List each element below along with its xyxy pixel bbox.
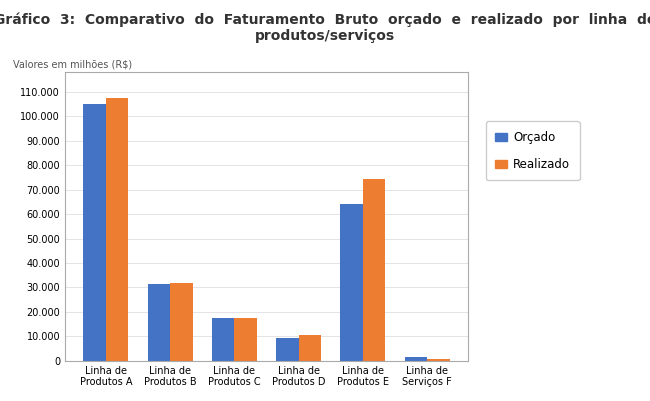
Legend: Orçado, Realizado: Orçado, Realizado — [486, 122, 580, 180]
Bar — [276, 338, 298, 361]
Bar — [298, 335, 321, 361]
Bar — [212, 318, 235, 361]
Bar — [235, 318, 257, 361]
Bar — [170, 283, 192, 361]
Bar — [427, 359, 450, 361]
Text: Valores em milhões (R$): Valores em milhões (R$) — [12, 59, 132, 69]
Bar — [405, 357, 427, 361]
Bar — [106, 98, 128, 361]
Bar — [341, 204, 363, 361]
Bar — [363, 178, 385, 361]
Bar — [148, 284, 170, 361]
Text: Gráfico  3:  Comparativo  do  Faturamento  Bruto  orçado  e  realizado  por  lin: Gráfico 3: Comparativo do Faturamento Br… — [0, 12, 650, 43]
Bar — [83, 104, 106, 361]
